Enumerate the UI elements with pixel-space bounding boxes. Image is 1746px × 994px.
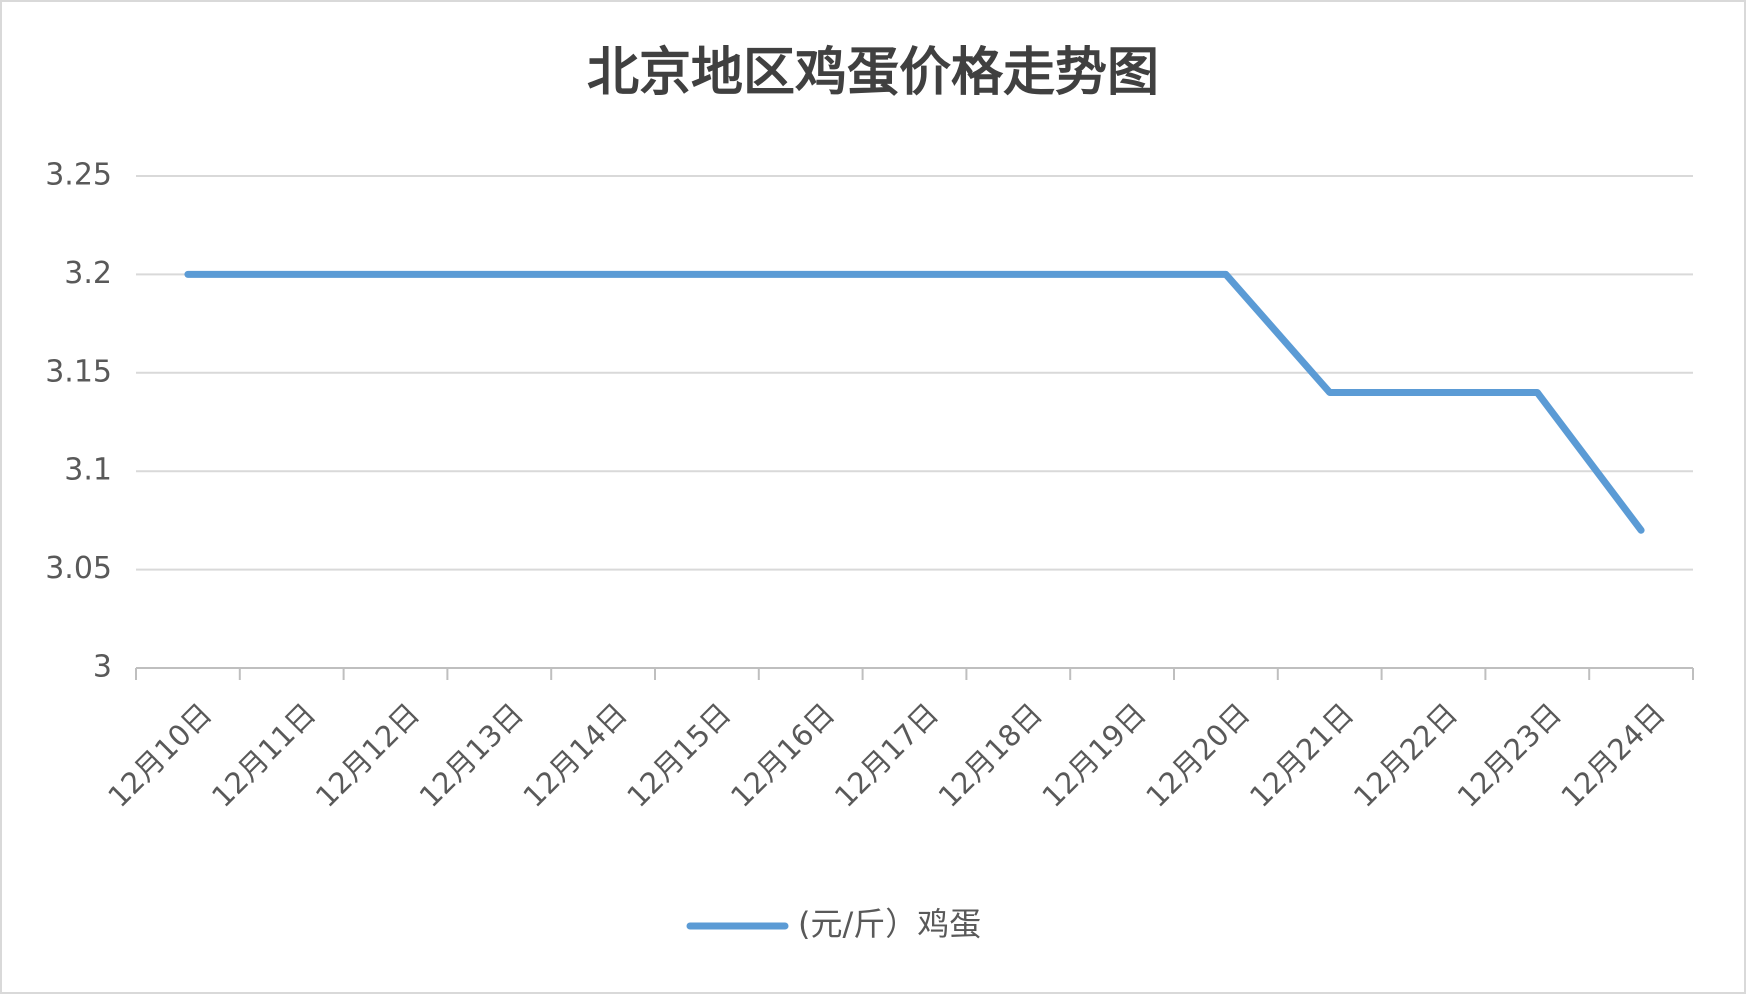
y-tick-label: 3.25 xyxy=(45,158,112,193)
y-tick-label: 3.1 xyxy=(64,453,112,488)
y-tick-label: 3.15 xyxy=(45,354,112,389)
line-series xyxy=(184,270,1645,534)
chart-title: 北京地区鸡蛋价格走势图 xyxy=(587,43,1159,103)
y-tick-label: 3.2 xyxy=(64,256,112,291)
y-tick-label: 3.05 xyxy=(45,551,112,586)
y-tick-label: 3 xyxy=(93,650,112,685)
legend-label: (元/斤）鸡蛋 xyxy=(798,905,981,943)
